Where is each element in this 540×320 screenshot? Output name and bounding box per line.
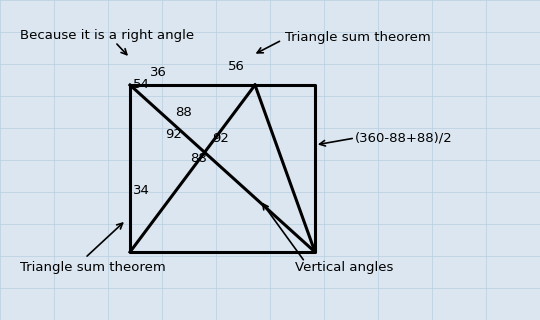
Text: 54: 54	[133, 77, 150, 91]
Text: Because it is a right angle: Because it is a right angle	[20, 28, 194, 42]
Text: 88: 88	[175, 106, 192, 118]
Text: Triangle sum theorem: Triangle sum theorem	[285, 30, 431, 44]
Text: 56: 56	[228, 60, 245, 74]
Text: (360-88+88)/2: (360-88+88)/2	[355, 132, 453, 145]
Text: 92: 92	[212, 132, 229, 145]
Text: 88: 88	[190, 151, 207, 164]
Text: Vertical angles: Vertical angles	[295, 261, 393, 275]
Text: 36: 36	[150, 66, 167, 78]
Text: 34: 34	[133, 183, 150, 196]
Text: 92: 92	[165, 129, 182, 141]
Text: Triangle sum theorem: Triangle sum theorem	[20, 261, 166, 275]
